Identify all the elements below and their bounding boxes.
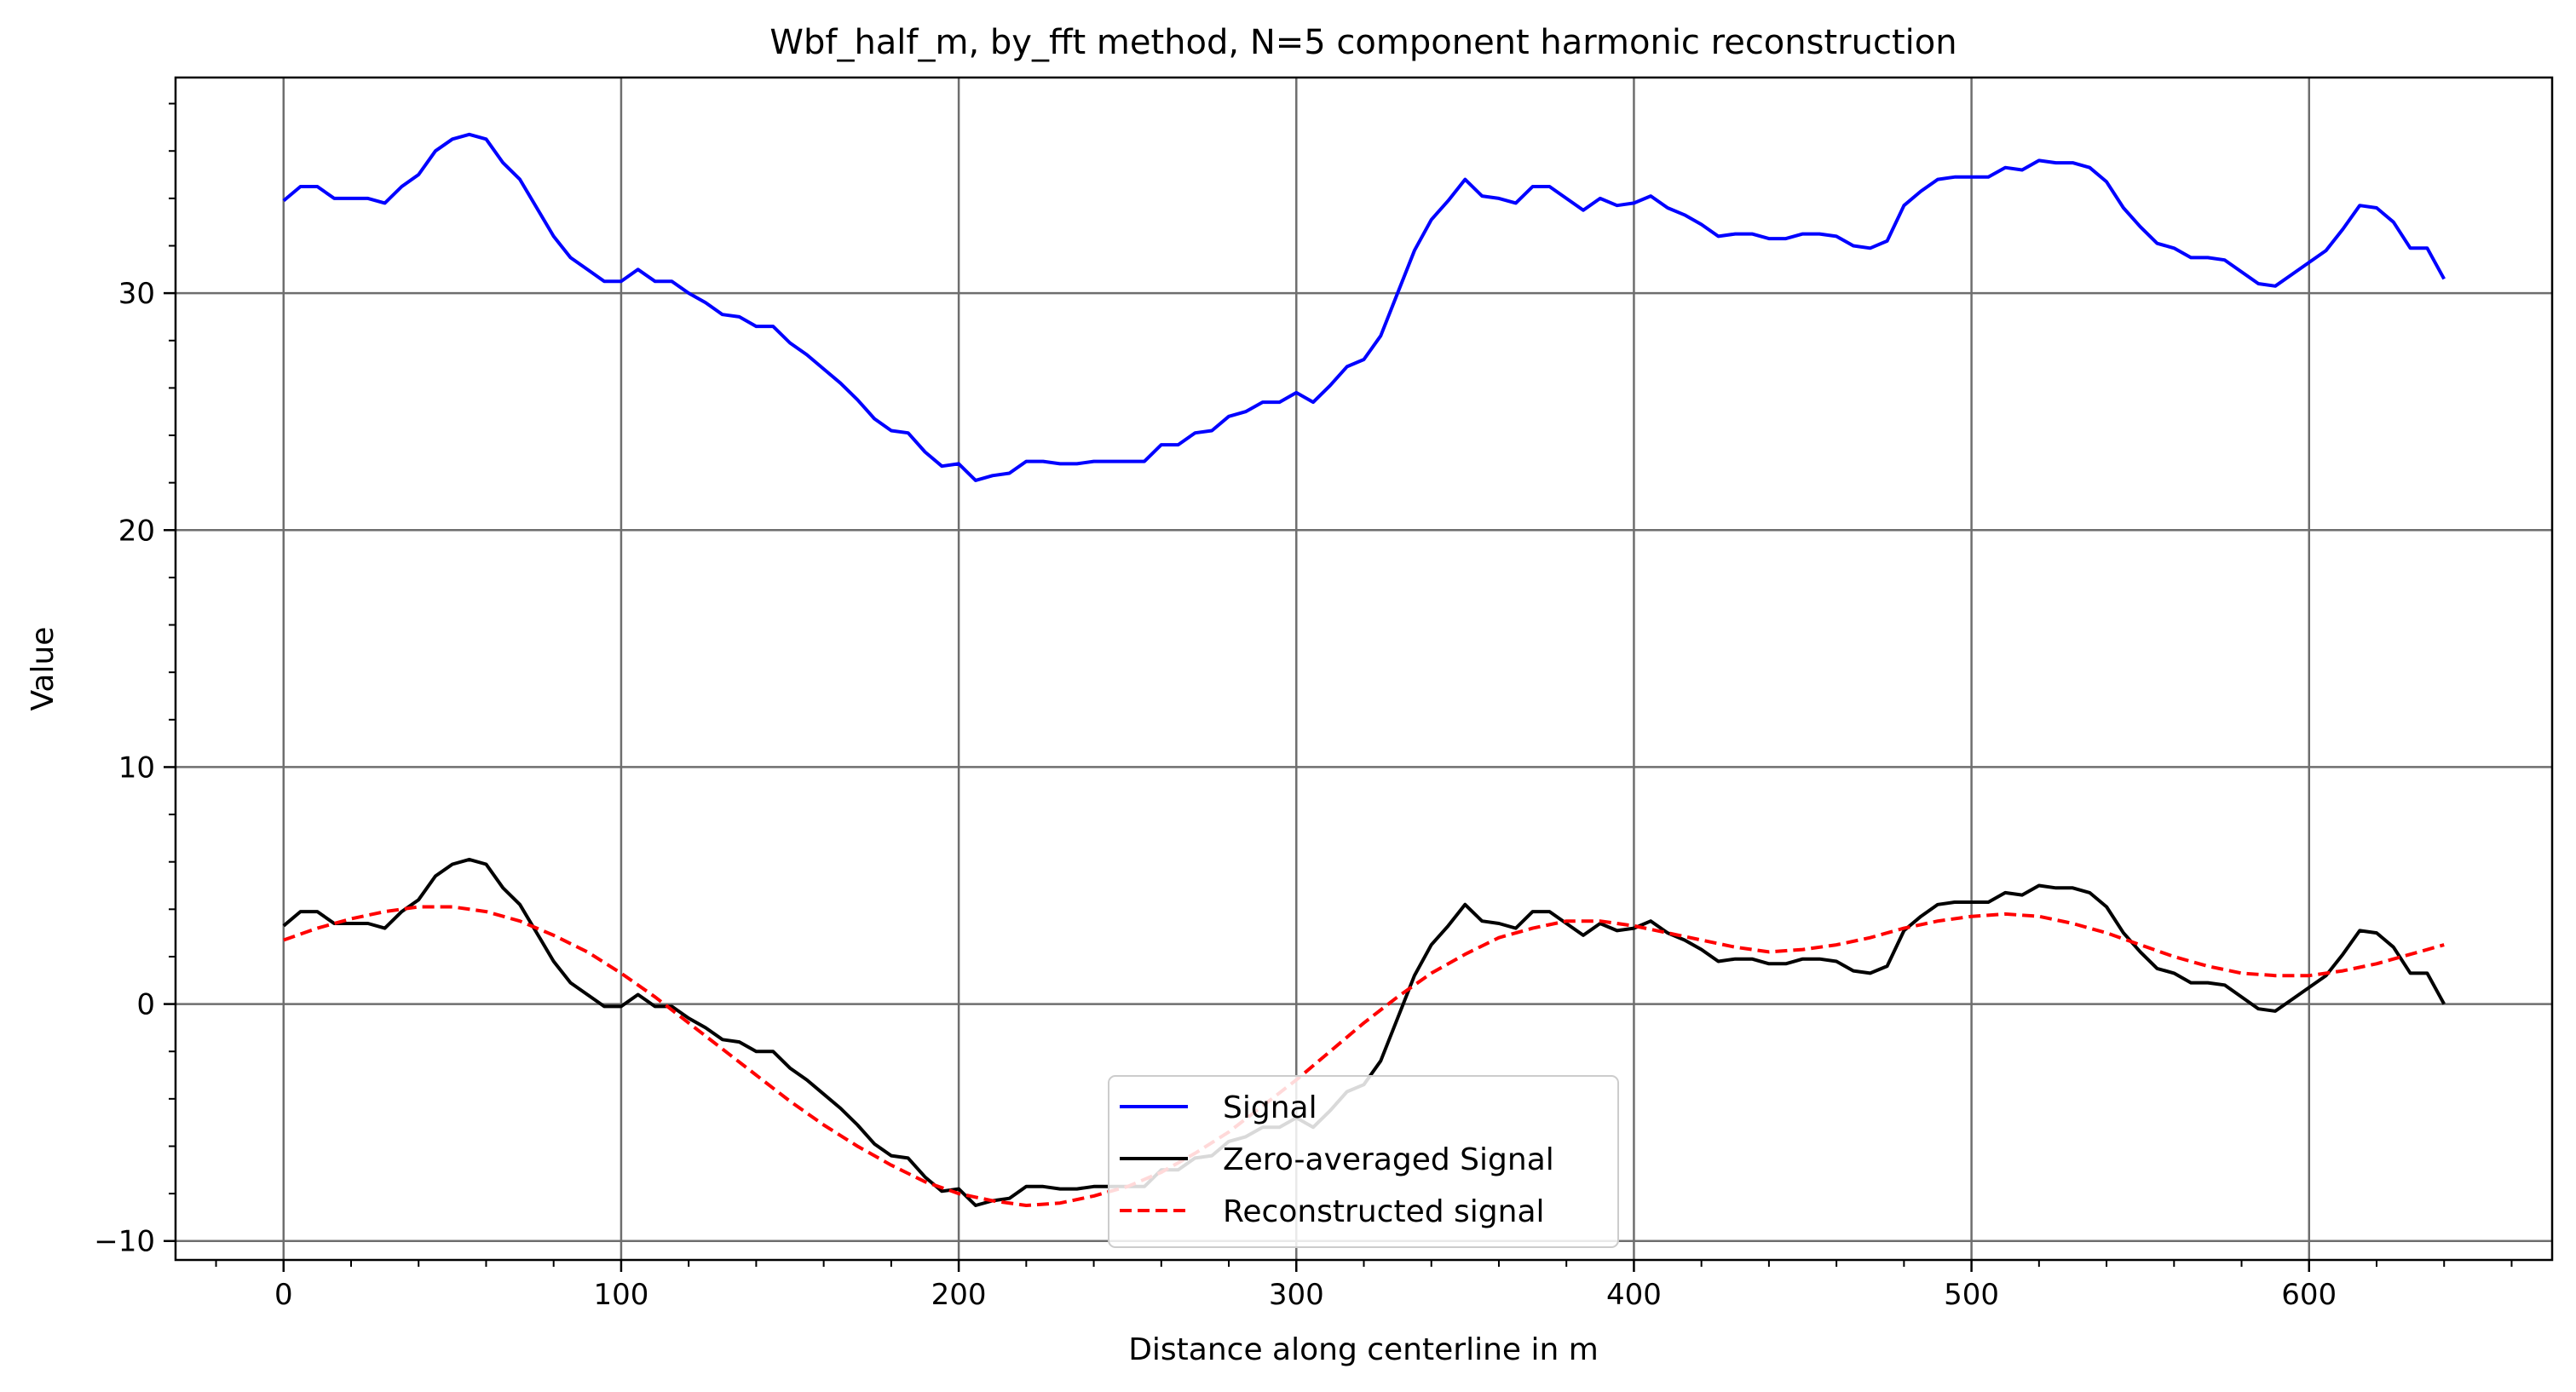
x-tick-label: 100	[593, 1278, 648, 1312]
legend-label-reconstructed: Reconstructed signal	[1223, 1194, 1545, 1229]
chart-title: Wbf_half_m, by_fft method, N=5 component…	[769, 23, 1956, 62]
x-tick-label: 500	[1944, 1278, 1999, 1312]
x-tick-label: 600	[2281, 1278, 2337, 1312]
series-line-signal	[282, 132, 2446, 482]
series-line-reconstructed-signal	[283, 905, 2445, 1207]
legend: Signal Zero-averaged Signal Reconstructe…	[1108, 1075, 1619, 1248]
legend-box	[1108, 1075, 1619, 1248]
x-axis-label: Distance along centerline in m	[1128, 1332, 1599, 1367]
x-tick-label: 0	[274, 1278, 293, 1312]
axis-ticks: 0 100 200 300 400 500 600 −10 0 10 20 30	[94, 102, 2513, 1312]
x-tick-label: 300	[1269, 1278, 1324, 1312]
x-tick-label: 400	[1606, 1278, 1662, 1312]
y-tick-label: 0	[136, 988, 155, 1022]
y-tick-label: 30	[118, 277, 155, 311]
legend-label-signal: Signal	[1223, 1090, 1317, 1125]
legend-label-zero-averaged: Zero-averaged Signal	[1223, 1142, 1554, 1177]
x-tick-label: 200	[931, 1278, 987, 1312]
y-tick-label: 20	[118, 514, 155, 548]
y-tick-label: 10	[118, 751, 155, 785]
grid	[176, 78, 2552, 1260]
y-axis-label: Value	[26, 627, 61, 711]
y-tick-label: −10	[94, 1225, 155, 1259]
